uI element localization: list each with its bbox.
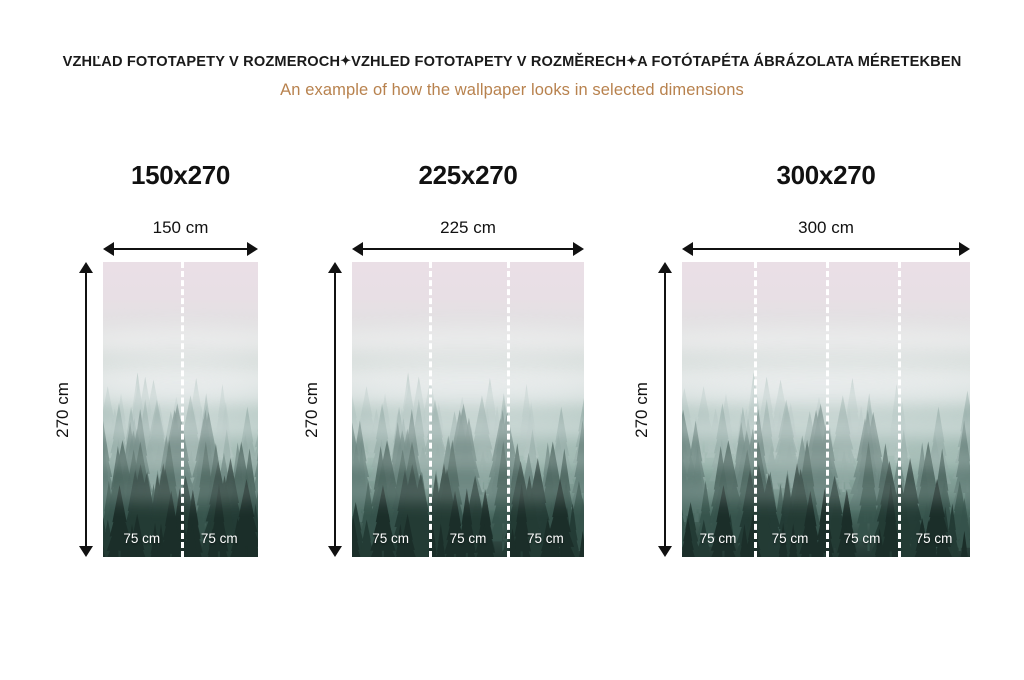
arrow-head-top [658, 262, 672, 273]
arrow-head-bottom [328, 546, 342, 557]
width-dimension-arrow [103, 242, 258, 256]
arrow-shaft [664, 270, 667, 549]
header: VZHĽAD FOTOTAPETY V ROZMEROCH✦VZHLED FOT… [0, 52, 1024, 100]
strip-seam-line [429, 262, 433, 557]
arrow-head-bottom [658, 546, 672, 557]
width-dimension-label: 300 cm [798, 218, 854, 237]
fog-wisp [352, 480, 584, 501]
width-dimension-label: 150 cm [152, 218, 209, 237]
size-comparison-panels: 150x270 150 cm 270 cm 75 cm 75 cm 225x270 225 … [0, 160, 1024, 600]
arrow-head-right [247, 242, 258, 256]
height-dimension-label: 270 cm [53, 381, 72, 438]
panel-title: 225x270 [418, 160, 518, 190]
wallpaper-preview: 75 cm 75 cm 75 cm [352, 262, 584, 557]
arrow-head-top [328, 262, 342, 273]
fog-wisp [352, 415, 584, 442]
size-panel-225x270: 225x270 225 cm 270 cm 75 cm 75 cm 75 cm [302, 160, 584, 567]
arrow-head-bottom [79, 546, 93, 557]
page-subtitle: An example of how the wallpaper looks in… [280, 81, 744, 99]
strip-width-label: 75 cm [449, 531, 487, 546]
strip-seam-line [506, 262, 510, 557]
arrow-head-left [352, 242, 363, 256]
strip-width-label: 75 cm [200, 531, 238, 546]
tree-layer [103, 474, 258, 557]
wallpaper-preview: 75 cm 75 cm 75 cm 75 cm [682, 262, 970, 557]
fog-wisp [352, 447, 584, 472]
arrow-head-left [682, 242, 693, 256]
arrow-head-right [573, 242, 584, 256]
height-dimension-label: 270 cm [302, 381, 321, 438]
height-dimension-label: 270 cm [632, 381, 651, 438]
panel-title: 300x270 [776, 160, 876, 190]
arrow-head-right [959, 242, 970, 256]
title-text-hungarian: A FOTÓTAPÉTA ÁBRÁZOLATA MÉRETEKBEN [637, 54, 962, 70]
strip-width-label: 75 cm [915, 531, 953, 546]
strip-width-label: 75 cm [372, 531, 410, 546]
width-dimension-arrow [352, 242, 584, 256]
title-text-czech: VZHLED FOTOTAPETY V ROZMĚRECH [351, 54, 627, 70]
width-dimension-arrow [682, 242, 970, 256]
tree-layer [682, 474, 970, 557]
height-dimension-arrow [658, 262, 672, 557]
strip-width-label: 75 cm [843, 531, 881, 546]
sparkle-icon-1: ✦ [340, 53, 352, 68]
fog-band [352, 326, 584, 357]
fog-wisp [352, 380, 584, 410]
strip-width-label: 75 cm [526, 531, 564, 546]
arrow-shaft [334, 270, 337, 549]
arrow-head-left [103, 242, 114, 256]
arrow-shaft [690, 248, 962, 251]
strip-seam-line [180, 262, 184, 557]
strip-width-label: 75 cm [123, 531, 161, 546]
title-text-slovak: VZHĽAD FOTOTAPETY V ROZMEROCH [62, 54, 341, 70]
strip-seam-line [826, 262, 829, 557]
height-dimension-arrow [328, 262, 342, 557]
page-title: VZHĽAD FOTOTAPETY V ROZMEROCH✦VZHLED FOT… [0, 52, 1024, 73]
panel-title: 150x270 [130, 160, 231, 190]
forest-artwork [352, 262, 584, 557]
strip-width-label: 75 cm [771, 531, 809, 546]
forest-artwork [103, 262, 258, 557]
size-panel-300x270: 300x270 300 cm 270 cm 75 cm 75 cm 75 cm 75 cm [632, 160, 970, 567]
wallpaper-preview: 75 cm 75 cm [103, 262, 258, 557]
height-dimension-arrow [79, 262, 93, 557]
strip-seam-line [898, 262, 901, 557]
arrow-head-top [79, 262, 93, 273]
strip-seam-line [754, 262, 757, 557]
arrow-shaft [111, 248, 250, 251]
arrow-shaft [85, 270, 88, 549]
width-dimension-label: 225 cm [440, 218, 496, 237]
strip-width-label: 75 cm [699, 531, 737, 546]
size-panel-150x270: 150x270 150 cm 270 cm 75 cm 75 cm [53, 160, 258, 567]
sparkle-icon-2: ✦ [626, 53, 638, 68]
tree-layer [352, 474, 584, 557]
arrow-shaft [360, 248, 576, 251]
